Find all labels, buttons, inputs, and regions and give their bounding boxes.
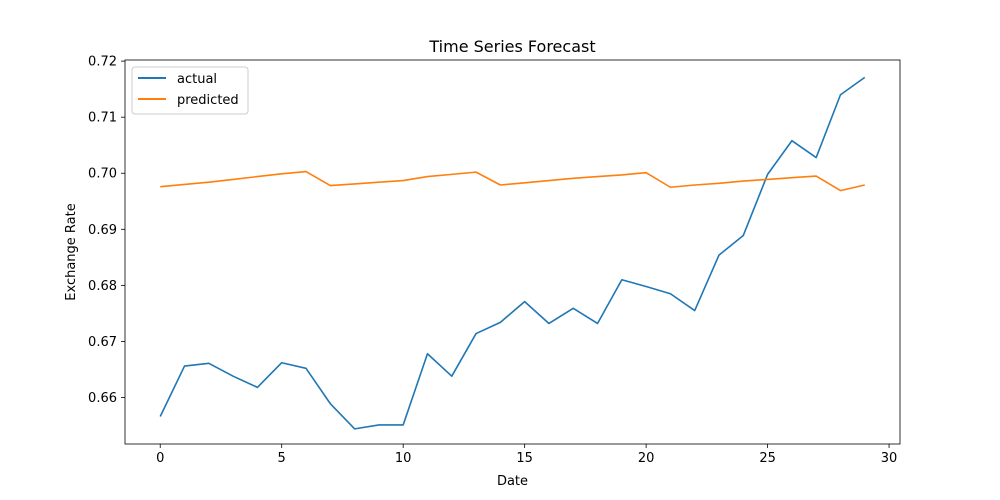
y-tick-label: 0.69 [88,223,117,238]
x-tick-label: 30 [881,451,898,466]
x-tick-label: 15 [516,451,533,466]
y-axis-title: Exchange Rate [64,203,79,300]
plot-frame [124,59,901,445]
x-axis-title: Date [497,474,528,489]
x-tick-label: 20 [638,451,655,466]
series-line-actual [159,76,866,430]
y-tick-label: 0.67 [88,335,117,350]
x-tick-label: 5 [278,451,286,466]
chart-title: Time Series Forecast [428,37,595,56]
x-tick-label: 25 [759,451,776,466]
y-tick-label: 0.70 [88,167,117,182]
y-tick-label: 0.68 [88,279,117,294]
y-tick-label: 0.71 [88,111,117,126]
y-tick-label: 0.72 [88,55,117,70]
plot-area [125,60,900,444]
x-tick-label: 10 [395,451,412,466]
x-tick-label: 0 [156,451,164,466]
legend: actual predicted [131,66,249,115]
legend-label-predicted: predicted [177,93,239,108]
legend-label-actual: actual [177,72,217,87]
series-line-predicted [160,170,865,192]
x-axis-ticks: 0 5 10 15 20 25 30 [156,444,897,466]
y-axis-ticks: 0.66 0.67 0.68 0.69 0.70 0.71 0.72 [88,55,125,406]
y-tick-label: 0.66 [88,391,117,406]
series-lines [159,76,866,430]
